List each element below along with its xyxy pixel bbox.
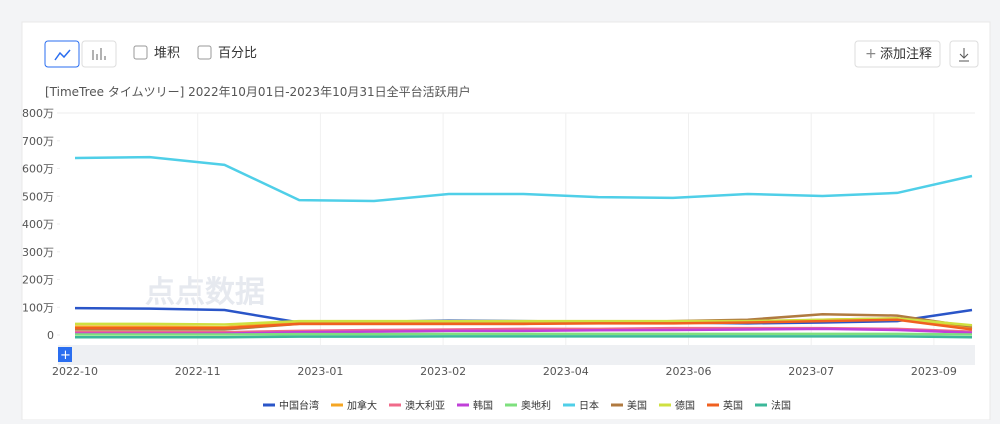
series-line <box>75 317 973 327</box>
legend-label: 美国 <box>627 399 647 412</box>
legend-label: 加拿大 <box>347 399 377 412</box>
legend-label: 澳大利亚 <box>405 399 445 412</box>
zoom-plus-icon: + <box>60 348 71 363</box>
x-tick-label: 2023-06 <box>666 365 712 378</box>
y-tick-label: 200万 <box>22 274 54 287</box>
percent-checkbox[interactable] <box>197 45 212 60</box>
y-tick-label: 400万 <box>22 218 54 231</box>
x-tick-label: 2023-09 <box>911 365 957 378</box>
stack-label: 堆积 <box>154 46 180 61</box>
watermark: 点点数据 <box>145 275 265 310</box>
x-tick-label: 2023-02 <box>420 365 466 378</box>
legend-label: 法国 <box>771 399 791 412</box>
zoom-plus-button[interactable] <box>58 347 72 362</box>
y-tick-label: 0 <box>47 329 54 342</box>
y-tick-label: 600万 <box>22 163 54 176</box>
series-line <box>75 332 973 336</box>
annotate-label: 添加注释 <box>880 47 932 62</box>
legend-label: 英国 <box>723 399 743 412</box>
y-tick-label: 300万 <box>22 246 54 259</box>
series-line <box>75 335 973 339</box>
download-icon <box>959 48 969 62</box>
x-tick-label: 2022-11 <box>175 365 221 378</box>
plus-icon: + <box>865 46 877 62</box>
x-tick-label: 2023-04 <box>543 365 589 378</box>
y-tick-label: 800万 <box>22 107 54 120</box>
legend-label: 韩国 <box>473 399 493 412</box>
stack-checkbox[interactable] <box>133 45 148 60</box>
series-line <box>75 318 973 331</box>
zoom-bar[interactable] <box>58 345 975 365</box>
chart-title: [TimeTree タイムツリー] 2022年10月01日-2023年10月31… <box>45 84 471 99</box>
y-tick-label: 700万 <box>22 135 54 148</box>
series-line <box>74 155 973 203</box>
bar-chart-button[interactable] <box>81 40 117 68</box>
annotate-button[interactable] <box>854 40 941 68</box>
legend-label: 中国台湾 <box>279 399 319 412</box>
legend-label: 奥地利 <box>521 399 551 412</box>
legend-label: 日本 <box>579 399 599 412</box>
y-tick-label: 100万 <box>22 301 54 314</box>
line-icon <box>54 49 71 61</box>
x-tick-label: 2023-07 <box>788 365 834 378</box>
percent-label: 百分比 <box>218 46 257 61</box>
bar-icon <box>92 48 106 60</box>
x-tick-label: 2023-01 <box>297 365 343 378</box>
legend-label: 德国 <box>675 399 695 412</box>
x-tick-label: 2022-10 <box>52 365 98 378</box>
y-tick-label: 500万 <box>22 190 54 203</box>
